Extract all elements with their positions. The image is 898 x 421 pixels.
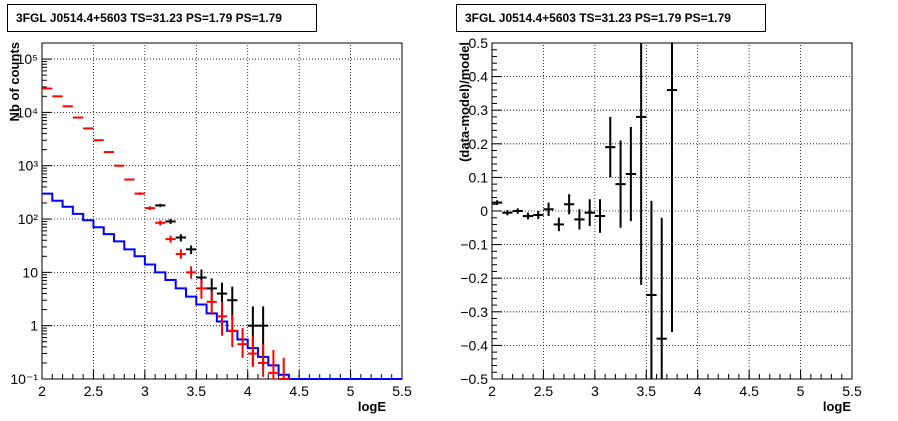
y-tick-label: −0.2 [460, 270, 488, 286]
x-tick-label: 2 [488, 383, 496, 399]
right-series [492, 43, 678, 379]
residual-point [656, 217, 667, 379]
x-tick-label: 5.5 [392, 383, 412, 399]
y-tick-label: 0 [480, 203, 488, 219]
x-tick-label: 5 [797, 383, 805, 399]
y-tick-label: 0.2 [469, 136, 489, 152]
data-point-red [258, 344, 269, 377]
left-axis-ticks: 2 2.5 3 3.5 4 4.5 5 5.5 10⁻¹ 1 10 10² 10³ 10⁴ 10⁵ [10, 42, 412, 399]
data-point-red [114, 164, 125, 167]
data-point-red [186, 266, 197, 279]
residual-point [512, 208, 523, 214]
residual-point [594, 199, 606, 233]
x-tick-label: 3.5 [637, 383, 657, 399]
data-point-red [124, 178, 135, 181]
data-point-red [83, 127, 94, 130]
data-point-red [72, 116, 84, 119]
left-chart-title: 3FGL J0514.4+5603 TS=31.23 PS=1.79 PS=1.… [7, 4, 317, 32]
data-point-red [216, 301, 228, 336]
data-point-red [93, 139, 104, 142]
data-point-red [206, 291, 217, 315]
residual-point [492, 200, 503, 205]
residual-point [522, 212, 534, 220]
residual-point [584, 199, 595, 227]
y-tick-label: −0.4 [460, 337, 488, 353]
data-point-red [196, 279, 207, 299]
data-point-red [134, 192, 145, 195]
residual-point [615, 140, 626, 228]
data-point-black [175, 234, 186, 242]
data-point-red [227, 314, 238, 347]
y-tick-label: 0.4 [469, 69, 489, 85]
residual-point [625, 127, 636, 222]
right-x-axis-label: logE [823, 399, 851, 414]
y-tick-label: 0.1 [469, 169, 489, 185]
y-tick-label: 10 [22, 264, 38, 280]
data-point-red [165, 235, 176, 243]
data-point-black [186, 245, 197, 255]
y-tick-label: 10⁵ [17, 51, 38, 67]
residual-point [605, 116, 616, 178]
left-plot-frame [41, 42, 403, 380]
data-point-black [165, 219, 176, 224]
data-point-red [268, 349, 279, 379]
x-tick-label: 4 [694, 383, 702, 399]
right-axis-ticks: 2 2.5 3 3.5 4 4.5 5 5.5 −0.5 −0.4 −0.3 −0.2 −0.1 0 0.1… [460, 35, 862, 399]
residual-point [574, 209, 585, 230]
y-tick-label: −0.5 [460, 371, 488, 387]
residual-point [636, 43, 647, 285]
residual-point [553, 217, 564, 232]
residual-point [533, 211, 544, 220]
left-counts-chart: 2 2.5 3 3.5 4 4.5 5 5.5 10⁻¹ 1 10 10² 10³ 10⁴ 10⁵ logE… [7, 42, 412, 414]
y-tick-label: 10⁴ [16, 104, 38, 120]
residual-point [666, 43, 678, 332]
x-tick-label: 2.5 [84, 383, 104, 399]
left-grid [42, 43, 402, 379]
residual-point [502, 209, 513, 216]
right-residuals-chart: 2 2.5 3 3.5 4 4.5 5 5.5 −0.5 −0.4 −0.3 −0.2 −0.1 0 0.1… [457, 35, 862, 414]
x-tick-label: 3.5 [187, 383, 207, 399]
data-point-red [103, 151, 114, 154]
left-x-axis-label: logE [358, 399, 386, 414]
y-tick-label: −0.1 [460, 237, 488, 253]
residual-point [543, 202, 554, 217]
right-y-axis-label: (data-model)/model [457, 42, 472, 162]
data-point-black [155, 203, 166, 208]
right-chart-title: 3FGL J0514.4+5603 TS=31.23 PS=1.79 PS=1.… [456, 4, 766, 32]
data-point-black [227, 286, 238, 320]
left-series [42, 87, 402, 380]
data-point-red [278, 357, 289, 380]
x-tick-label: 4.5 [289, 383, 309, 399]
model-histogram-line [42, 192, 402, 380]
y-tick-label: 0.5 [469, 35, 489, 51]
residual-point [646, 200, 657, 379]
y-tick-label: 0.3 [469, 102, 489, 118]
data-point-red [247, 335, 258, 367]
x-tick-label: 4.5 [739, 383, 759, 399]
y-tick-label: 1 [30, 318, 38, 334]
x-tick-label: 5.5 [842, 383, 862, 399]
y-tick-label: −0.3 [460, 304, 488, 320]
x-tick-label: 5 [347, 383, 355, 399]
data-point-red [155, 220, 166, 226]
x-tick-label: 3 [591, 383, 599, 399]
left-y-axis-label: Nb of counts [7, 42, 22, 121]
x-tick-label: 2 [38, 383, 46, 399]
y-tick-label: 10³ [18, 158, 39, 174]
x-tick-label: 2.5 [534, 383, 554, 399]
data-point-red [175, 249, 186, 259]
data-point-red [144, 206, 156, 210]
y-tick-label: 10⁻¹ [10, 371, 38, 387]
x-tick-label: 3 [141, 383, 149, 399]
y-tick-label: 10² [18, 211, 39, 227]
residual-point [564, 194, 575, 215]
x-tick-label: 4 [244, 383, 252, 399]
data-point-red [237, 328, 248, 358]
